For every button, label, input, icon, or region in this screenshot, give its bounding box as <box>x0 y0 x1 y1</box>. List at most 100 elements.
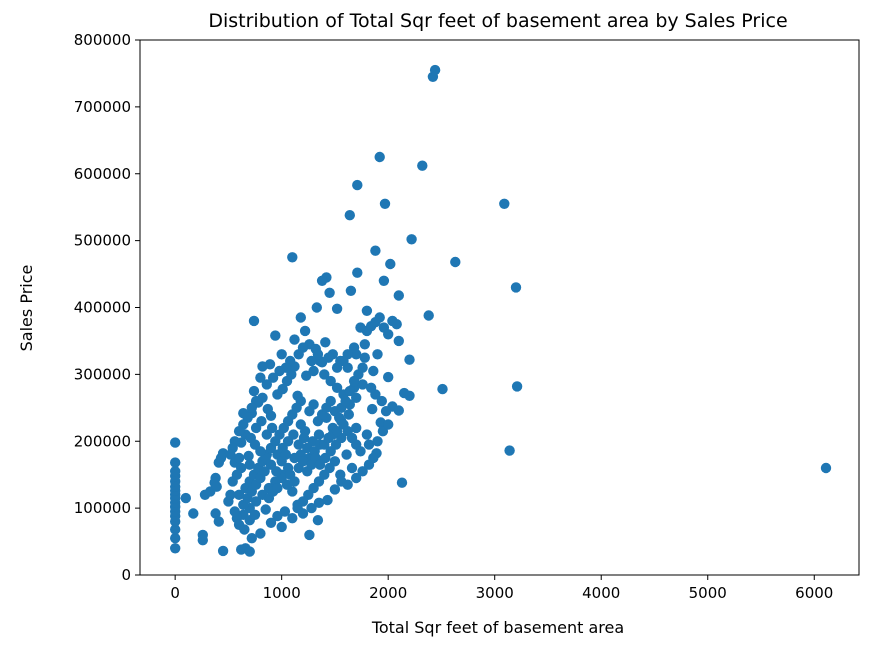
data-point <box>374 151 385 163</box>
data-point <box>244 546 255 557</box>
data-point <box>393 290 404 301</box>
y-tick-label: 200000 <box>74 432 131 450</box>
x-tick-label: 2000 <box>369 584 407 602</box>
data-point <box>378 275 390 286</box>
data-point <box>359 339 370 350</box>
data-point <box>210 508 221 519</box>
data-point <box>368 365 379 377</box>
data-point <box>266 422 278 434</box>
data-point <box>351 422 362 434</box>
y-axis-label: Sales Price <box>17 265 36 352</box>
data-point <box>287 513 298 524</box>
y-tick-label: 300000 <box>74 365 131 383</box>
data-point <box>288 429 299 440</box>
data-point <box>170 437 181 448</box>
data-point <box>380 406 392 417</box>
data-point <box>499 198 510 209</box>
data-point <box>246 533 257 544</box>
data-point <box>244 459 255 470</box>
data-point <box>272 510 283 522</box>
data-point <box>270 330 281 341</box>
y-tick-label: 100000 <box>74 499 131 517</box>
data-point <box>359 352 370 363</box>
data-point <box>213 516 224 527</box>
data-point <box>511 381 523 392</box>
data-point <box>261 379 272 390</box>
data-point <box>256 416 267 427</box>
x-tick-label: 4000 <box>582 584 620 602</box>
data-point <box>308 399 319 410</box>
data-point <box>383 419 394 430</box>
data-point <box>291 402 302 413</box>
data-point <box>365 382 377 393</box>
data-point <box>311 302 322 313</box>
data-point <box>331 303 343 314</box>
data-point <box>437 383 448 395</box>
data-point <box>319 369 330 380</box>
y-axis-ticks: 0 100000 200000 300000 400000 500000 600000 700… <box>74 31 140 584</box>
data-point <box>406 234 417 245</box>
data-point <box>352 179 363 191</box>
data-point <box>289 334 300 345</box>
data-point <box>322 494 333 506</box>
data-point <box>376 395 387 407</box>
data-point <box>279 506 291 517</box>
data-point <box>404 354 415 365</box>
data-point <box>316 275 328 286</box>
data-point <box>325 395 336 407</box>
data-point <box>170 466 181 477</box>
data-point <box>345 285 357 296</box>
data-point <box>355 446 366 457</box>
data-point <box>246 402 257 413</box>
data-point <box>504 445 515 456</box>
data-point <box>370 245 381 256</box>
data-point <box>280 449 292 460</box>
x-tick-label: 1000 <box>263 584 301 602</box>
data-point <box>217 545 229 557</box>
data-point <box>265 517 277 528</box>
data-point <box>255 372 266 383</box>
data-point <box>170 533 181 544</box>
data-point <box>314 459 326 470</box>
y-tick-label: 800000 <box>74 31 131 49</box>
data-point <box>344 210 355 221</box>
data-point <box>313 497 325 508</box>
data-point <box>338 355 349 367</box>
data-point <box>170 524 181 535</box>
y-tick-label: 700000 <box>74 98 131 116</box>
data-point <box>450 256 461 268</box>
data-point <box>249 509 261 520</box>
data-point <box>297 508 309 519</box>
data-point <box>301 370 312 381</box>
data-point <box>308 365 319 377</box>
data-point <box>348 342 360 353</box>
data-point <box>236 462 247 474</box>
data-point <box>379 198 391 209</box>
data-point <box>248 385 260 397</box>
data-point <box>267 372 279 383</box>
data-point <box>417 160 428 171</box>
data-point <box>357 466 368 477</box>
data-point <box>372 349 383 360</box>
data-point <box>361 305 373 316</box>
data-point <box>344 385 355 397</box>
data-point <box>423 310 434 321</box>
x-tick-label: 6000 <box>795 584 833 602</box>
data-point <box>343 409 354 420</box>
data-point <box>265 410 277 421</box>
data-point <box>312 349 324 360</box>
data-point <box>331 382 343 393</box>
data-point <box>180 492 191 504</box>
data-point <box>299 325 311 337</box>
data-point <box>297 456 309 467</box>
data-point <box>229 506 240 517</box>
data-point <box>391 319 402 330</box>
x-axis-label: Total Sqr feet of basement area <box>371 618 624 637</box>
data-point <box>276 521 287 533</box>
data-point <box>357 362 368 373</box>
data-point <box>404 390 415 401</box>
x-tick-label: 5000 <box>689 584 727 602</box>
data-point <box>276 349 287 360</box>
data-point <box>170 543 181 554</box>
